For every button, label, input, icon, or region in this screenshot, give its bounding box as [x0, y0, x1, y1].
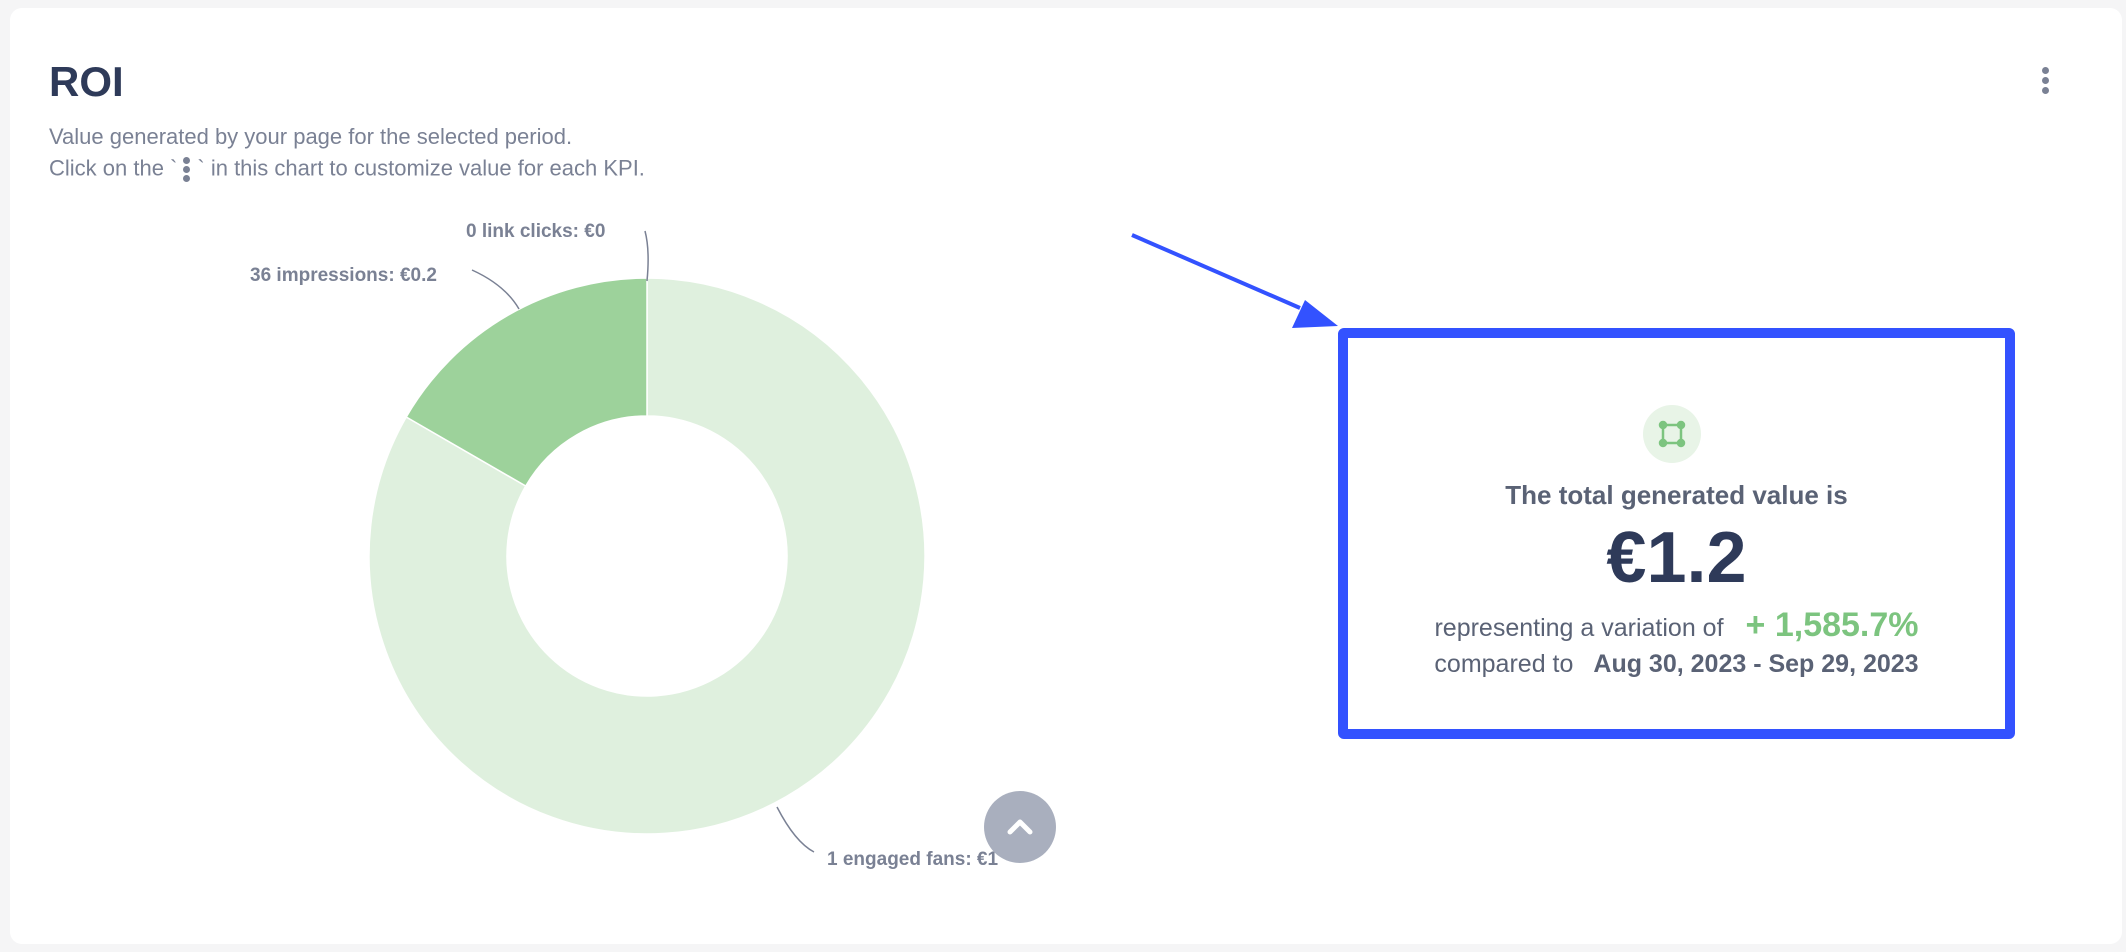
label-impressions: 36 impressions: €0.2: [250, 265, 437, 286]
kebab-inline-icon: [183, 155, 191, 184]
hint-text-end: ` in this chart to customize value for e…: [197, 155, 645, 181]
hint-text-start: Click on the `: [49, 155, 178, 181]
subtitle: Value generated by your page for the sel…: [49, 124, 573, 149]
subtitle-hint: Click on the ` ` in this chart to customi…: [49, 155, 645, 184]
annotation-arrowhead: [1292, 300, 1338, 328]
variation-value: + 1,585.7%: [1745, 606, 1919, 644]
leader-line-engaged-fans: [776, 806, 815, 853]
compared-row: compared to Aug 30, 2023 - Sep 29, 2023: [1338, 650, 2015, 679]
slice-impressions[interactable]: [405, 277, 648, 488]
label-engaged-fans: 1 engaged fans: €1: [827, 849, 998, 870]
chevron-up-icon: [1007, 819, 1033, 835]
compared-label: compared to: [1434, 650, 1574, 678]
page-title: ROI: [49, 58, 124, 105]
leader-line-link-clicks: [644, 230, 649, 282]
total-value-highlight-box: [1338, 328, 2015, 739]
leader-line-impressions: [471, 269, 520, 310]
slice-engaged-fans[interactable]: [368, 277, 926, 835]
label-link-clicks: 0 link clicks: €0: [466, 221, 605, 242]
scroll-top-button[interactable]: [984, 791, 1056, 863]
annotation-arrow: [1131, 233, 1301, 310]
frame-nodes-icon: [1643, 405, 1701, 463]
kebab-menu-icon[interactable]: [2036, 64, 2054, 100]
compared-period: Aug 30, 2023 - Sep 29, 2023: [1593, 650, 1919, 678]
total-heading: The total generated value is: [1505, 480, 1848, 510]
total-value: €1.2: [1606, 518, 1747, 598]
variation-label: representing a variation of: [1434, 614, 1724, 642]
variation-row: representing a variation of + 1,585.7%: [1338, 606, 2015, 645]
